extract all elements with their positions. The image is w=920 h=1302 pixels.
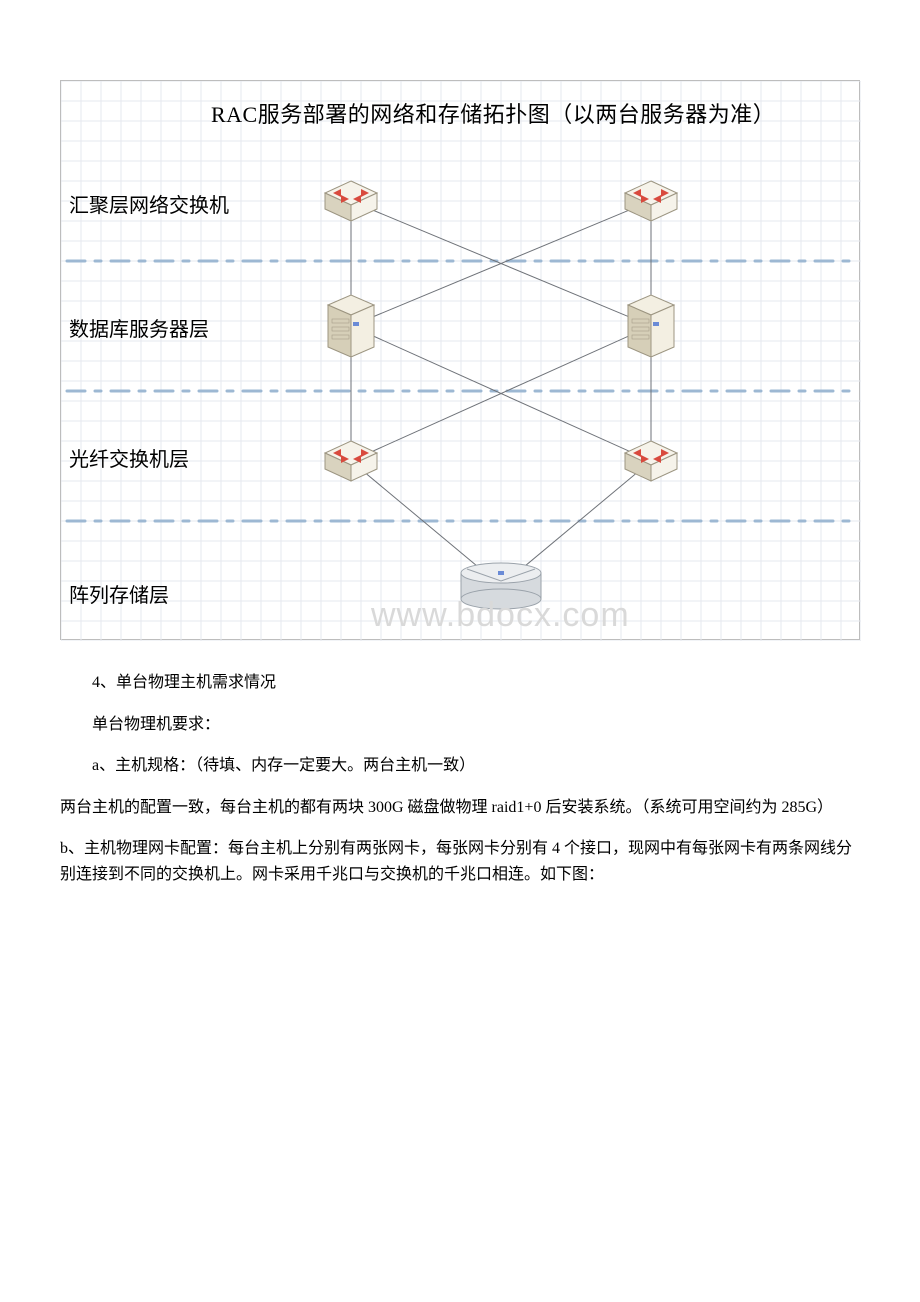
para-spec-a-detail: 两台主机的配置一致，每台主机的都有两块 300G 磁盘做物理 raid1+0 后… <box>60 795 860 821</box>
fiber-switch-layer-label: 光纤交换机层 <box>69 443 189 472</box>
para-requirements-intro: 单台物理机要求： <box>60 712 860 738</box>
diagram-title: RAC服务部署的网络和存储拓扑图（以两台服务器为准） <box>211 97 775 129</box>
para-spec-a: a、主机规格：（待填、内存一定要大。两台主机一致） <box>60 753 860 779</box>
array-storage-layer-label: 阵列存储层 <box>69 579 169 608</box>
watermark-text: www.bdocx.com <box>371 596 630 635</box>
document-page: RAC服务部署的网络和存储拓扑图（以两台服务器为准） www.bdocx.com… <box>0 0 920 964</box>
aggregation-switch-layer-label: 汇聚层网络交换机 <box>69 189 229 218</box>
network-topology-diagram: RAC服务部署的网络和存储拓扑图（以两台服务器为准） www.bdocx.com… <box>60 80 860 640</box>
db-server-layer-label: 数据库服务器层 <box>69 313 209 342</box>
body-text-block: 4、单台物理主机需求情况 单台物理机要求： a、主机规格：（待填、内存一定要大。… <box>60 670 860 888</box>
para-spec-b: b、主机物理网卡配置：每台主机上分别有两张网卡，每张网卡分别有 4 个接口，现网… <box>60 836 860 887</box>
para-section-heading: 4、单台物理主机需求情况 <box>60 670 860 696</box>
diagram-svg <box>61 81 861 641</box>
